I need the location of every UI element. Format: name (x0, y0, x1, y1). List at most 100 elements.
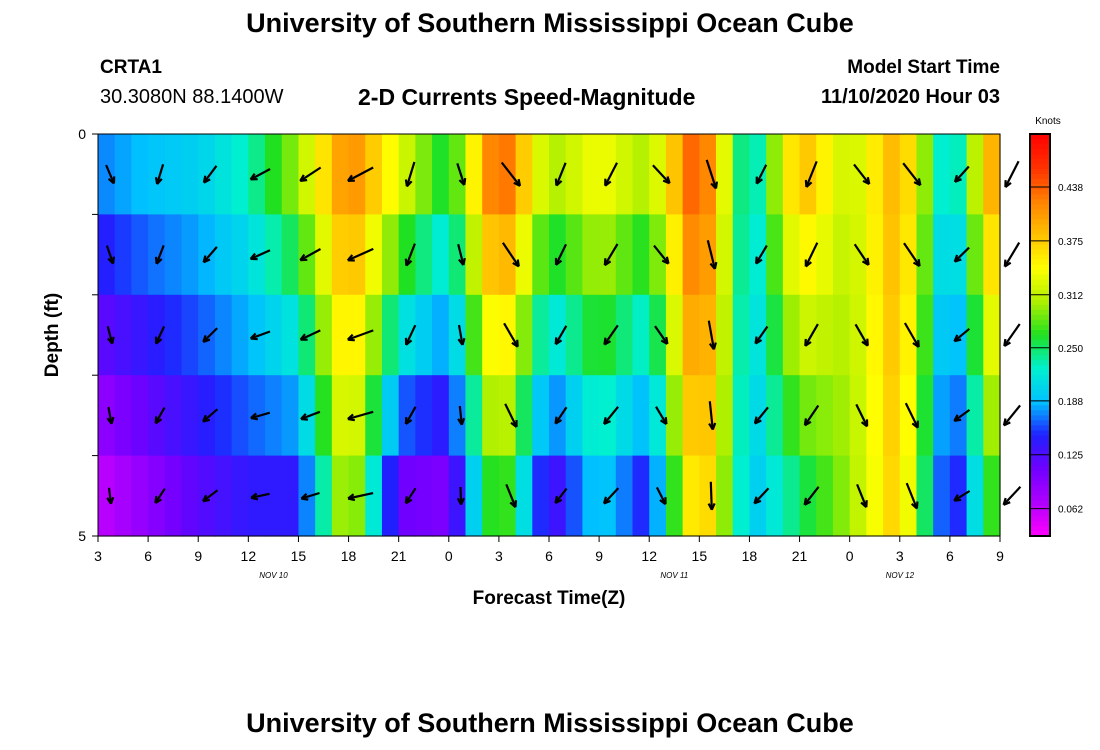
heatmap-cell (265, 455, 283, 537)
x-date-label: NOV 10 (259, 571, 288, 580)
current-vector (503, 322, 519, 348)
colorbar-segment (1030, 224, 1050, 231)
heatmap-cell (281, 214, 300, 296)
heatmap-cell (448, 375, 467, 457)
colorbar-segment (1030, 319, 1050, 326)
colorbar-segment (1030, 314, 1050, 321)
colorbar-segment (1030, 435, 1050, 442)
current-vector (456, 487, 465, 506)
colorbar-segment (1030, 415, 1050, 422)
x-tick-label: 6 (946, 548, 954, 564)
current-vector (347, 492, 374, 502)
heatmap-cell (348, 134, 366, 215)
heatmap-cell (164, 214, 183, 296)
heatmap-cell (749, 134, 767, 215)
heatmap-cell (665, 134, 684, 215)
current-vector (707, 481, 716, 511)
heatmap-cell (532, 375, 550, 457)
current-vector (804, 242, 819, 268)
heatmap-cell (849, 214, 867, 296)
y-tick-label: 5 (78, 528, 86, 544)
colorbar-segment (1030, 244, 1050, 251)
heatmap-cell (331, 294, 350, 376)
heatmap-cell (114, 134, 132, 215)
heatmap-cell (164, 375, 183, 457)
current-vector (755, 245, 768, 265)
heatmap-cell (599, 134, 617, 215)
heatmap-cell (866, 214, 884, 296)
heatmap-cell (799, 455, 817, 537)
colorbar-segment (1030, 515, 1050, 522)
heatmap-cell (498, 214, 517, 296)
heatmap-cell (298, 134, 316, 215)
current-vector (953, 327, 971, 343)
heatmap-cell (916, 375, 934, 457)
current-vector (456, 163, 467, 186)
heatmap-cell (782, 214, 801, 296)
colorbar-segment (1030, 400, 1050, 406)
colorbar-segment (1030, 350, 1050, 356)
heatmap-cell (515, 455, 533, 537)
heatmap-cell (465, 134, 483, 215)
colorbar-segment (1030, 219, 1050, 226)
current-vector (655, 486, 667, 506)
heatmap-cell (599, 214, 617, 296)
colorbar-segment (1030, 284, 1050, 291)
y-axis: 05 (78, 126, 98, 544)
heatmap-cell (949, 375, 968, 457)
heatmap-cell (682, 134, 700, 215)
colorbar-segment (1030, 289, 1050, 296)
heatmap-cell (148, 214, 166, 296)
heatmap-cell (766, 294, 784, 376)
colorbar-segment (1030, 209, 1050, 216)
heatmap-cell (432, 294, 450, 376)
heatmap-cell (298, 294, 316, 376)
colorbar-segment (1030, 149, 1050, 155)
colorbar-segment (1030, 294, 1050, 301)
current-vector (754, 325, 769, 345)
current-vector (655, 406, 668, 426)
colorbar-segment (1030, 174, 1050, 180)
heatmap-cell (164, 455, 183, 537)
heatmap-cell (665, 214, 684, 296)
heatmap-cell (699, 375, 717, 457)
current-vector (106, 406, 115, 425)
colorbar-segment (1030, 144, 1050, 150)
colorbar-title: Knots (1035, 116, 1061, 127)
heatmap-cell (615, 134, 634, 215)
colorbar-segment (1030, 375, 1050, 381)
heatmap-cell (916, 214, 934, 296)
colorbar-segment (1030, 520, 1050, 527)
heatmap-cell (181, 134, 199, 215)
colorbar-segment (1030, 164, 1050, 170)
heatmap-cell (599, 455, 617, 537)
heatmap-cell (448, 134, 467, 215)
heatmap-cell (849, 375, 867, 457)
heatmap-cell (549, 455, 567, 537)
heatmap-cell (549, 134, 567, 215)
x-tick-label: 9 (996, 548, 1004, 564)
heatmap-cell (866, 375, 884, 457)
colorbar-segment (1030, 249, 1050, 256)
current-vector (602, 487, 620, 505)
current-vector (803, 404, 820, 427)
colorbar-segment (1030, 470, 1050, 477)
heatmap-cell (632, 375, 650, 457)
heatmap-cell (649, 455, 667, 537)
heatmap-cell (665, 455, 684, 537)
heatmap-cell (164, 294, 183, 376)
heatmap-cell (816, 375, 834, 457)
heatmap-cell (749, 294, 767, 376)
heatmap-cell (131, 375, 149, 457)
heatmap-cell (849, 294, 867, 376)
current-vector (1003, 323, 1021, 347)
colorbar-segment (1030, 229, 1050, 236)
colorbar-segment (1030, 304, 1050, 311)
colorbar-segment (1030, 159, 1050, 165)
current-vector (854, 323, 869, 347)
heatmap-cell (114, 455, 132, 537)
heatmap-cell (766, 375, 784, 457)
heatmap-cell (849, 134, 867, 215)
heatmap-cell (949, 455, 968, 537)
